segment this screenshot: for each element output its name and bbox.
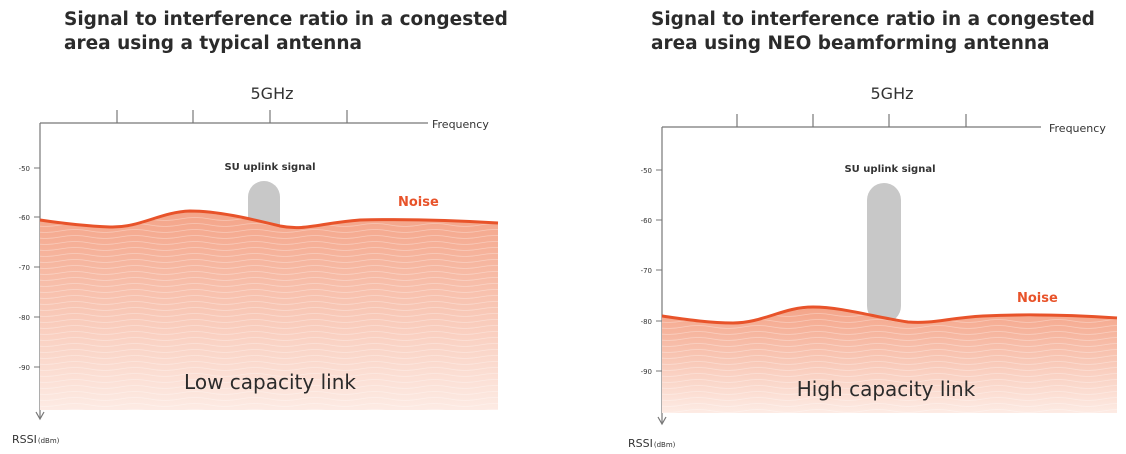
right-title: Signal to interference ratio in a conges… [651,9,1095,54]
y-tick-label: -80 [641,318,652,326]
y-tick-label: -60 [19,214,30,222]
rssi-arrow-icon [35,411,45,421]
y-tick-label: -90 [641,368,652,376]
frequency-label: Frequency [432,118,489,131]
signal-label: SU uplink signal [224,162,315,173]
y-tick-label: -50 [641,167,652,175]
noise-line [39,209,499,230]
noise-label: Noise [398,195,439,210]
capacity-label: Low capacity link [184,370,356,394]
left-title: Signal to interference ratio in a conges… [64,9,508,54]
frequency-label: Frequency [1049,122,1106,135]
band-label: 5GHz [250,84,293,103]
y-tick-label: -80 [19,314,30,322]
y-tick-label: -70 [641,267,652,275]
left-diagram: Signal to interference ratio in a conges… [12,9,508,446]
right-chart: 5GHz Frequency -50 -60 -70 -80 -90 RSSI(… [628,84,1118,450]
rssi-arrow-icon [657,416,667,426]
rssi-label: RSSI(dBm) [628,437,676,450]
su-uplink-signal [867,183,901,323]
band-label: 5GHz [870,84,913,103]
signal-label: SU uplink signal [844,164,935,175]
noise-line [661,305,1118,325]
y-tick-label: -70 [19,264,30,272]
rssi-label: RSSI(dBm) [12,433,60,446]
left-chart: 5GHz Frequency -50 -60 -70 -80 -90 RSSI(… [12,84,499,446]
y-tick-label: -60 [641,217,652,225]
capacity-label: High capacity link [797,377,976,401]
noise-label: Noise [1017,291,1058,306]
y-tick-label: -50 [19,165,30,173]
right-diagram: Signal to interference ratio in a conges… [563,0,1126,454]
y-tick-label: -90 [19,364,30,372]
